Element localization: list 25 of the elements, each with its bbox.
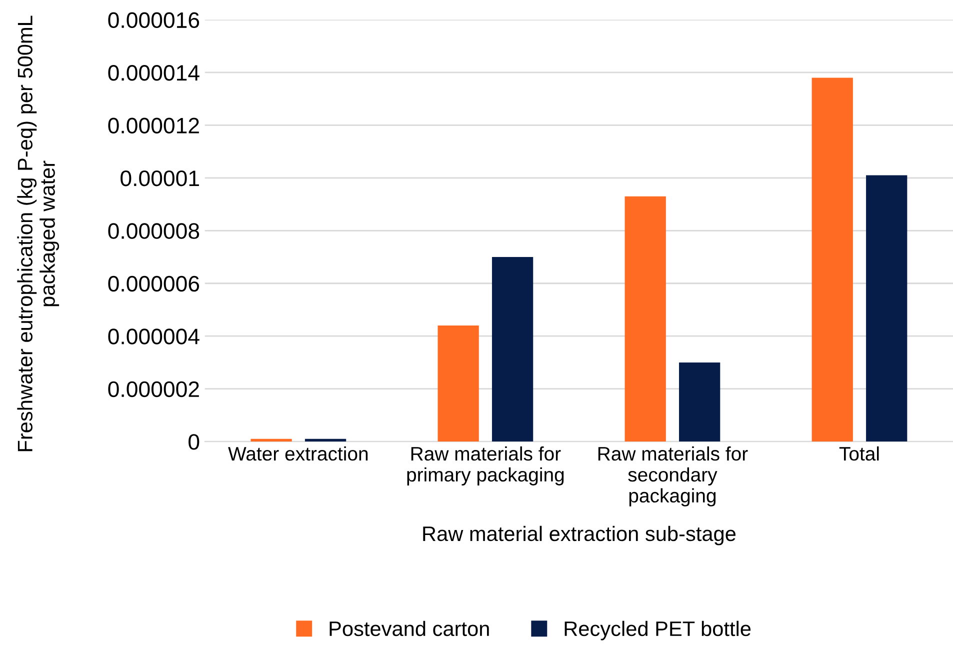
- bar: [250, 438, 292, 442]
- y-tick-label: 0.000016: [108, 12, 200, 28]
- y-tick-label: 0.00001: [120, 170, 199, 186]
- x-tick-label: Raw materials for primary packaging: [407, 446, 564, 486]
- bar: [624, 196, 666, 442]
- y-tick-label: 0.000012: [108, 118, 199, 134]
- bar: [679, 362, 720, 442]
- legend-label: Postevand carton: [330, 620, 489, 636]
- y-axis-title: Freshwater eutrophication (kg P-eq) per 500mL packaged water: [17, 16, 60, 452]
- y-tick-label: 0.000008: [108, 223, 200, 239]
- bar: [866, 175, 908, 442]
- x-axis-title: Raw material extraction sub-stage: [423, 526, 736, 546]
- x-tick-label: Water extraction: [228, 446, 368, 461]
- legend-label: Recycled PET bottle: [564, 620, 751, 640]
- bar: [438, 326, 479, 442]
- y-tick-label: 0: [188, 434, 200, 450]
- y-tick-label: 0.000014: [108, 65, 200, 81]
- y-tick-label: 0.000006: [108, 276, 200, 292]
- x-tick-label: Total: [839, 446, 879, 461]
- bar: [304, 438, 346, 442]
- y-tick-label: 0.000004: [108, 328, 200, 344]
- bar: [492, 257, 534, 442]
- bar: [812, 78, 853, 442]
- x-tick-label: Raw materials for secondary packaging: [598, 446, 748, 506]
- y-tick-label: 0.000002: [108, 381, 199, 398]
